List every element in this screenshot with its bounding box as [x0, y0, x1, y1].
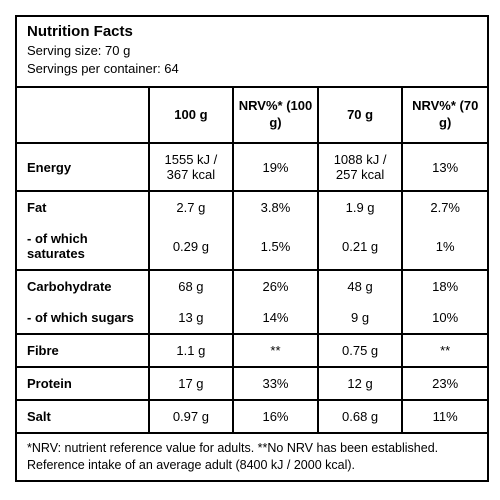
fat-nrv-70g: 2.7%: [402, 191, 487, 223]
sugars-nrv-70g: 10%: [402, 302, 487, 334]
row-protein: Protein 17 g 33% 12 g 23%: [17, 367, 487, 400]
carb-70g: 48 g: [318, 270, 403, 302]
label-fat: Fat: [17, 191, 149, 223]
protein-nrv-70g: 23%: [402, 367, 487, 400]
row-sugars: - of which sugars 13 g 14% 9 g 10%: [17, 302, 487, 334]
saturates-nrv-70g: 1%: [402, 223, 487, 270]
fibre-70g: 0.75 g: [318, 334, 403, 367]
salt-70g: 0.68 g: [318, 400, 403, 432]
row-saturates: - of which saturates 0.29 g 1.5% 0.21 g …: [17, 223, 487, 270]
salt-nrv-100g: 16%: [233, 400, 318, 432]
energy-100g: 1555 kJ / 367 kcal: [149, 143, 234, 191]
protein-100g: 17 g: [149, 367, 234, 400]
col-header-nrv-70g: NRV%* (70 g): [402, 88, 487, 143]
fibre-nrv-70g: **: [402, 334, 487, 367]
sugars-100g: 13 g: [149, 302, 234, 334]
label-energy: Energy: [17, 143, 149, 191]
row-fat: Fat 2.7 g 3.8% 1.9 g 2.7%: [17, 191, 487, 223]
label-fibre: Fibre: [17, 334, 149, 367]
footer-note: *NRV: nutrient reference value for adult…: [17, 432, 487, 480]
label-saturates: - of which saturates: [17, 223, 149, 270]
row-fibre: Fibre 1.1 g ** 0.75 g **: [17, 334, 487, 367]
sugars-70g: 9 g: [318, 302, 403, 334]
label-salt: Salt: [17, 400, 149, 432]
row-salt: Salt 0.97 g 16% 0.68 g 11%: [17, 400, 487, 432]
table-header-row: 100 g NRV%* (100 g) 70 g NRV%* (70 g): [17, 88, 487, 143]
saturates-nrv-100g: 1.5%: [233, 223, 318, 270]
row-energy: Energy 1555 kJ / 367 kcal 19% 1088 kJ / …: [17, 143, 487, 191]
servings-per-container: Servings per container: 64: [27, 60, 477, 78]
fat-nrv-100g: 3.8%: [233, 191, 318, 223]
header-section: Nutrition Facts Serving size: 70 g Servi…: [17, 17, 487, 88]
col-header-70g: 70 g: [318, 88, 403, 143]
col-header-nrv-100g: NRV%* (100 g): [233, 88, 318, 143]
sugars-nrv-100g: 14%: [233, 302, 318, 334]
carb-100g: 68 g: [149, 270, 234, 302]
col-header-100g: 100 g: [149, 88, 234, 143]
salt-nrv-70g: 11%: [402, 400, 487, 432]
carb-nrv-70g: 18%: [402, 270, 487, 302]
nutrition-facts-panel: Nutrition Facts Serving size: 70 g Servi…: [15, 15, 489, 482]
title: Nutrition Facts: [27, 23, 477, 40]
label-protein: Protein: [17, 367, 149, 400]
saturates-100g: 0.29 g: [149, 223, 234, 270]
energy-nrv-70g: 13%: [402, 143, 487, 191]
energy-70g: 1088 kJ / 257 kcal: [318, 143, 403, 191]
row-carbohydrate: Carbohydrate 68 g 26% 48 g 18%: [17, 270, 487, 302]
label-carbohydrate: Carbohydrate: [17, 270, 149, 302]
protein-nrv-100g: 33%: [233, 367, 318, 400]
col-header-empty: [17, 88, 149, 143]
label-sugars: - of which sugars: [17, 302, 149, 334]
saturates-70g: 0.21 g: [318, 223, 403, 270]
fat-70g: 1.9 g: [318, 191, 403, 223]
carb-nrv-100g: 26%: [233, 270, 318, 302]
serving-size: Serving size: 70 g: [27, 42, 477, 60]
protein-70g: 12 g: [318, 367, 403, 400]
energy-nrv-100g: 19%: [233, 143, 318, 191]
fibre-100g: 1.1 g: [149, 334, 234, 367]
fat-100g: 2.7 g: [149, 191, 234, 223]
salt-100g: 0.97 g: [149, 400, 234, 432]
nutrition-table: 100 g NRV%* (100 g) 70 g NRV%* (70 g) En…: [17, 88, 487, 432]
fibre-nrv-100g: **: [233, 334, 318, 367]
